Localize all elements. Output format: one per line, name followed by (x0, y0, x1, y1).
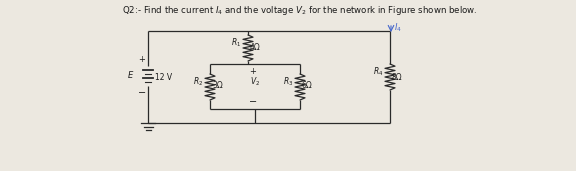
Text: $R_1$: $R_1$ (231, 37, 241, 49)
Text: 3Ω: 3Ω (212, 81, 223, 89)
Text: +: + (139, 56, 145, 64)
Text: $R_3$: $R_3$ (283, 76, 293, 88)
Text: $V_2$: $V_2$ (250, 76, 260, 88)
Text: −: − (249, 97, 257, 107)
Text: 12 V: 12 V (155, 73, 172, 82)
Text: 6Ω: 6Ω (302, 81, 313, 89)
Text: 8Ω: 8Ω (392, 73, 403, 82)
Text: $R_2$: $R_2$ (193, 76, 203, 88)
Text: $I_4$: $I_4$ (394, 22, 402, 35)
Text: $R_4$: $R_4$ (373, 66, 383, 78)
Text: $E$: $E$ (127, 69, 134, 80)
Text: Q2:- Find the current $I_4$ and the voltage $V_2$ for the network in Figure show: Q2:- Find the current $I_4$ and the volt… (122, 4, 478, 17)
Text: +: + (249, 67, 256, 76)
Text: 4Ω: 4Ω (250, 43, 261, 52)
Text: −: − (138, 88, 146, 98)
